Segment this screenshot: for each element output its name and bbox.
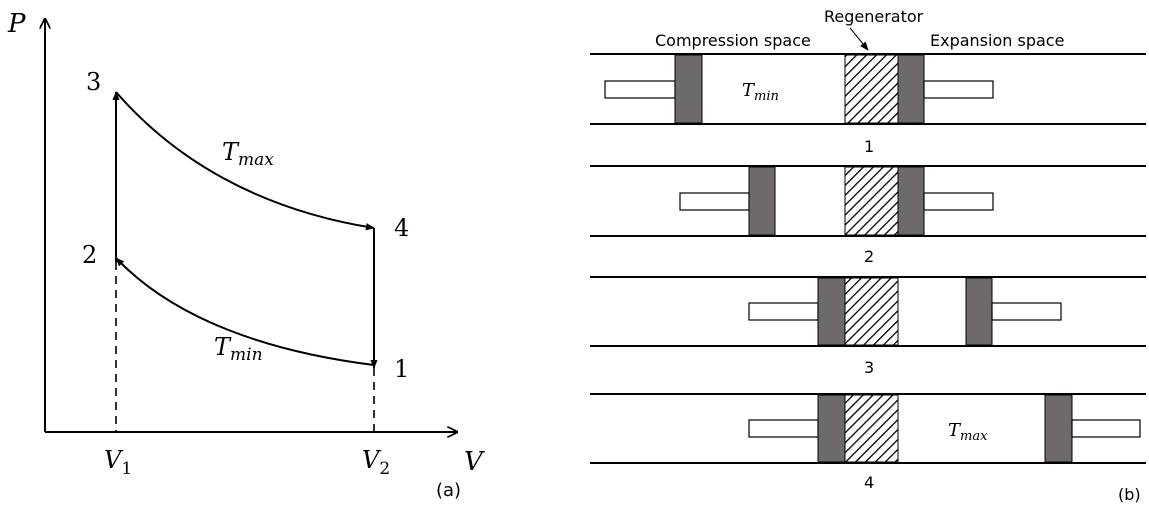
compression-rod [679, 192, 750, 211]
v1-label: V1 [104, 446, 132, 479]
expansion-piston [965, 277, 993, 346]
expansion-rod [991, 302, 1062, 321]
regenerator-label: Regenerator [824, 7, 924, 26]
stage-1: Tmin 1 [590, 53, 1146, 156]
stage-label-2: 2 [864, 247, 874, 266]
p-axis-label: P [7, 9, 26, 39]
compression-space-label: Compression space [655, 31, 811, 50]
piston-stages: Regenerator Compression space Expansion … [590, 7, 1146, 504]
tmin-gas-label: Tmin [742, 80, 779, 104]
stage-2: 2 [590, 165, 1146, 266]
expansion-rod [1071, 419, 1141, 438]
compression-piston [748, 166, 776, 236]
expansion-rod [923, 80, 994, 99]
pv-diagram: P V 3 2 4 1 Tmax Tmin V1 V2 (a) [7, 9, 485, 501]
v2-label: V2 [362, 446, 390, 479]
caption-b: (b) [1118, 485, 1141, 504]
compression-rod [604, 80, 676, 99]
tmax-gas-label: Tmax [948, 420, 988, 444]
expansion-piston [897, 166, 925, 236]
state-label-2: 2 [82, 241, 97, 269]
stage-label-3: 3 [864, 358, 874, 377]
caption-a: (a) [436, 480, 461, 501]
v-axis-label: V [464, 447, 485, 477]
expansion-rod [923, 192, 994, 211]
process-1-2-isotherm-tmin [115, 257, 375, 366]
stage-3: 3 [590, 276, 1146, 377]
tmax-label: Tmax [222, 138, 274, 170]
state-label-1: 1 [394, 355, 409, 383]
regenerator-matrix [844, 277, 899, 346]
regenerator-matrix [844, 166, 899, 236]
process-3-4-isotherm-tmax [115, 91, 375, 231]
regenerator-pointer [849, 27, 869, 51]
compression-rod [748, 302, 819, 321]
state-label-3: 3 [86, 68, 101, 96]
stage-label-4: 4 [864, 473, 874, 492]
compression-rod [748, 419, 819, 438]
expansion-piston [1044, 394, 1073, 463]
compression-piston [674, 54, 703, 124]
state-label-4: 4 [394, 214, 409, 242]
regenerator-matrix [844, 54, 899, 124]
regenerator-matrix [844, 394, 899, 463]
tmin-label: Tmin [214, 333, 263, 365]
stage-label-1: 1 [864, 137, 874, 156]
expansion-piston [897, 54, 925, 124]
compression-piston [817, 394, 846, 463]
compression-piston [817, 277, 846, 346]
expansion-space-label: Expansion space [930, 31, 1064, 50]
stage-4: Tmax 4 [590, 393, 1146, 492]
